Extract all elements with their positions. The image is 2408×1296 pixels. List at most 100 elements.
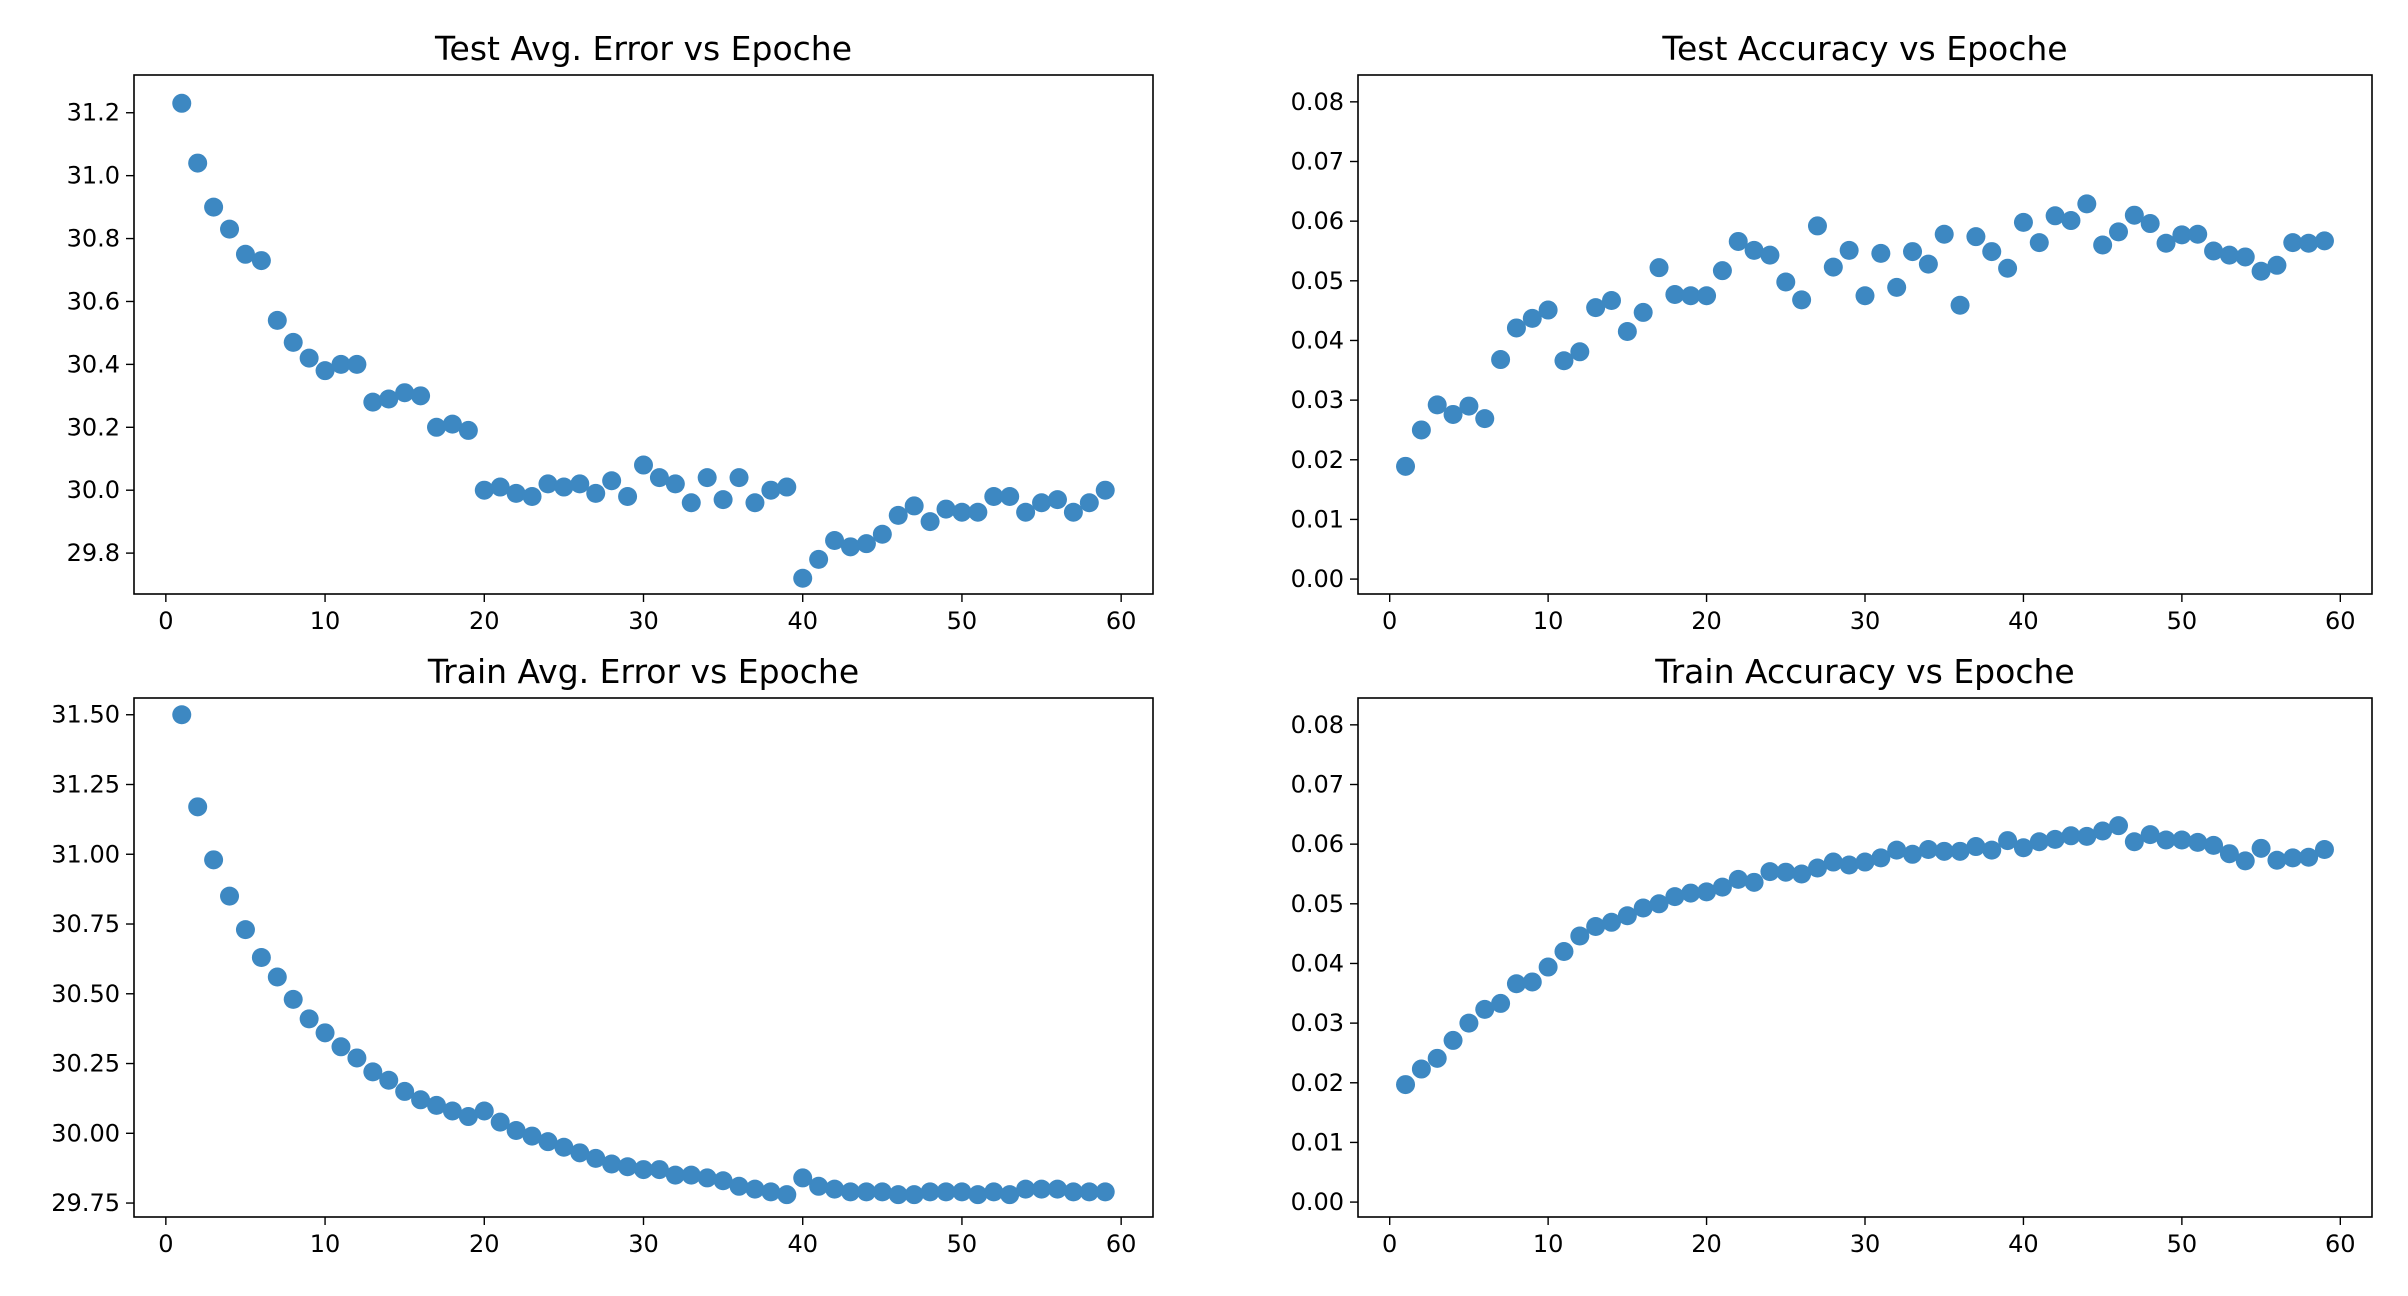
data-point bbox=[220, 886, 240, 906]
data-point bbox=[1586, 298, 1606, 318]
data-point bbox=[506, 483, 526, 503]
data-point bbox=[729, 1176, 749, 1196]
data-point bbox=[872, 1182, 892, 1202]
data-point bbox=[1427, 395, 1447, 415]
data-point bbox=[2140, 214, 2160, 234]
y-tick-label: 30.75 bbox=[51, 910, 120, 938]
x-tick-label: 20 bbox=[1691, 1230, 1722, 1258]
data-point bbox=[856, 1182, 876, 1202]
y-tick-label: 31.50 bbox=[51, 701, 120, 729]
data-point bbox=[172, 705, 192, 725]
data-point bbox=[2314, 231, 2334, 251]
data-point bbox=[1032, 493, 1052, 513]
data-point bbox=[283, 332, 303, 352]
data-point bbox=[379, 389, 399, 409]
data-point bbox=[2299, 233, 2319, 253]
x-tick-label: 10 bbox=[1533, 607, 1564, 635]
data-point bbox=[2156, 233, 2176, 253]
data-point bbox=[1966, 227, 1986, 247]
data-point bbox=[1903, 242, 1923, 262]
x-tick-label: 10 bbox=[1533, 1230, 1564, 1258]
data-point bbox=[665, 474, 685, 494]
data-point bbox=[1918, 840, 1938, 860]
plot-frame bbox=[1357, 697, 2373, 1218]
data-point bbox=[411, 386, 431, 406]
data-point bbox=[1728, 869, 1748, 889]
x-tick-label: 10 bbox=[310, 1230, 341, 1258]
data-point bbox=[1887, 840, 1907, 860]
data-point bbox=[2267, 850, 2287, 870]
data-point bbox=[1522, 308, 1542, 328]
y-tick-label: 0.03 bbox=[1291, 1009, 1344, 1037]
data-point bbox=[634, 455, 653, 475]
data-point bbox=[411, 1090, 431, 1110]
data-point bbox=[331, 1037, 351, 1057]
data-point bbox=[713, 1171, 733, 1191]
data-point bbox=[1633, 898, 1653, 918]
data-point bbox=[1459, 396, 1479, 416]
data-point bbox=[1506, 974, 1526, 994]
data-point bbox=[2045, 206, 2065, 226]
plot-frame bbox=[133, 697, 1154, 1218]
y-tick-label: 31.2 bbox=[67, 99, 120, 127]
data-point bbox=[2124, 205, 2144, 225]
data-point bbox=[188, 797, 208, 817]
data-point bbox=[2251, 838, 2271, 858]
y-tick-label: 0.08 bbox=[1291, 88, 1344, 116]
data-point bbox=[840, 1182, 860, 1202]
x-tick-label: 10 bbox=[310, 607, 341, 635]
data-point bbox=[1649, 258, 1669, 278]
data-point bbox=[235, 244, 255, 264]
data-point bbox=[697, 468, 717, 488]
data-point bbox=[1063, 502, 1083, 522]
data-point bbox=[1950, 841, 1970, 861]
y-tick-label: 31.0 bbox=[67, 162, 120, 190]
data-point bbox=[904, 496, 924, 516]
data-point bbox=[1823, 852, 1843, 872]
data-point bbox=[2172, 225, 2192, 245]
data-point bbox=[1918, 254, 1938, 274]
data-point bbox=[1760, 862, 1780, 882]
data-point bbox=[777, 1185, 797, 1205]
data-point bbox=[379, 1070, 399, 1090]
data-point bbox=[2299, 847, 2319, 867]
y-tick-label: 30.25 bbox=[51, 1050, 120, 1078]
data-point bbox=[920, 512, 940, 532]
data-point bbox=[1760, 245, 1780, 265]
x-tick-label: 0 bbox=[158, 607, 173, 635]
data-point bbox=[2283, 233, 2303, 253]
panel-test-accuracy: Test Accuracy vs Epoche 0 10 20 30 40 50 60 0.0… bbox=[1291, 29, 2373, 635]
data-point bbox=[1032, 1179, 1052, 1199]
y-tick-label: 0.07 bbox=[1291, 148, 1344, 176]
data-point bbox=[1506, 318, 1526, 338]
data-point bbox=[745, 493, 765, 513]
x-tick-label: 50 bbox=[947, 607, 978, 635]
data-point bbox=[2204, 835, 2224, 855]
data-point bbox=[442, 414, 462, 434]
data-point bbox=[697, 1168, 717, 1188]
data-point bbox=[283, 989, 303, 1009]
data-point bbox=[1998, 831, 2018, 851]
data-point bbox=[618, 1157, 638, 1177]
x-tick-label: 50 bbox=[947, 1230, 978, 1258]
data-point bbox=[538, 1132, 558, 1152]
data-point bbox=[888, 505, 908, 525]
data-point bbox=[665, 1165, 685, 1185]
chart-title: Train Avg. Error vs Epoche bbox=[427, 652, 859, 691]
data-point bbox=[299, 1009, 319, 1029]
data-point bbox=[331, 354, 351, 374]
data-point bbox=[681, 1165, 701, 1185]
data-point bbox=[204, 197, 224, 217]
data-point bbox=[2077, 194, 2097, 214]
x-tick-label: 20 bbox=[469, 607, 500, 635]
data-point bbox=[1016, 502, 1036, 522]
y-tick-label: 0.01 bbox=[1291, 505, 1344, 533]
x-tick-label: 50 bbox=[2167, 1230, 2198, 1258]
data-point bbox=[2156, 830, 2176, 850]
data-point bbox=[1998, 258, 2018, 278]
data-point bbox=[1697, 286, 1717, 306]
data-point bbox=[522, 1126, 542, 1146]
data-point bbox=[1887, 277, 1907, 297]
data-point bbox=[2235, 851, 2255, 871]
data-point bbox=[1950, 295, 1970, 315]
